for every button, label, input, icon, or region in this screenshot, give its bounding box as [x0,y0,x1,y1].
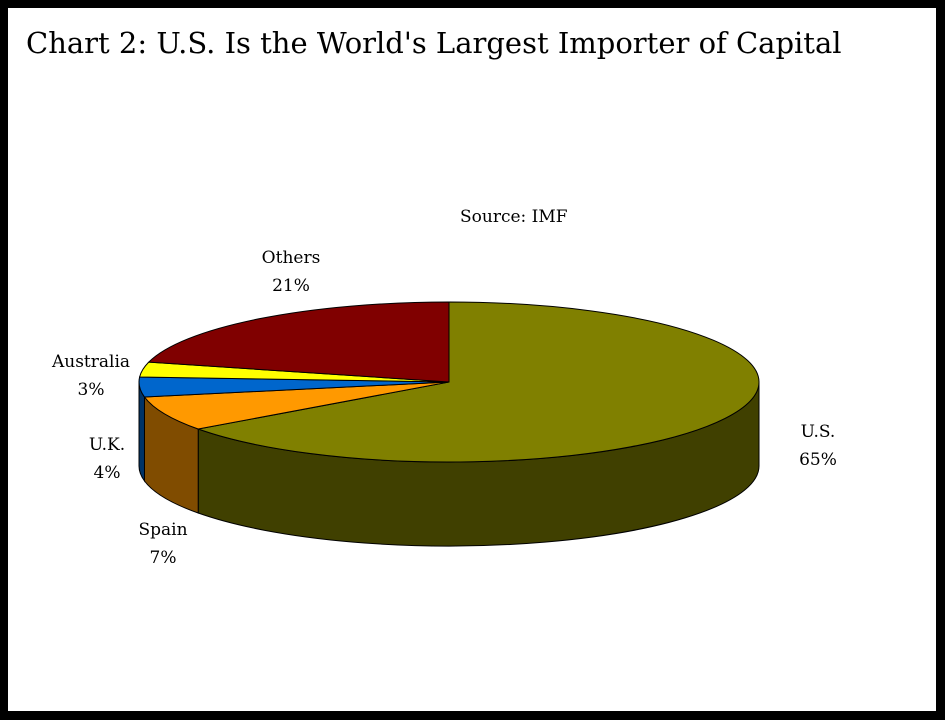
slice-label-australia: Australia 3% [52,348,130,404]
slice-name: Australia [51,352,131,372]
slice-name: Others [261,248,321,268]
pie-slice-spain [143,381,450,430]
slice-name: U.S. [800,422,836,442]
pie-slice-us [196,301,760,463]
source-note: Source: IMF [460,207,568,227]
slice-percent: 65% [799,450,837,470]
pie-slice-others [147,301,450,383]
slice-label-us: U.S. 65% [799,418,837,474]
slice-percent: 4% [93,463,121,483]
chart-title: Chart 2: U.S. Is the World's Largest Imp… [26,26,842,60]
pie-chart [138,301,760,547]
slice-label-spain: Spain 7% [138,516,187,572]
slice-name: U.K. [88,435,126,455]
slice-percent: 21% [272,276,310,296]
slice-percent: 7% [149,548,177,568]
slice-name: Spain [138,520,188,540]
slice-percent: 3% [77,380,105,400]
slice-label-uk: U.K. 4% [89,431,125,487]
slice-label-others: Others 21% [262,244,321,300]
pie-side-uk [138,381,145,483]
